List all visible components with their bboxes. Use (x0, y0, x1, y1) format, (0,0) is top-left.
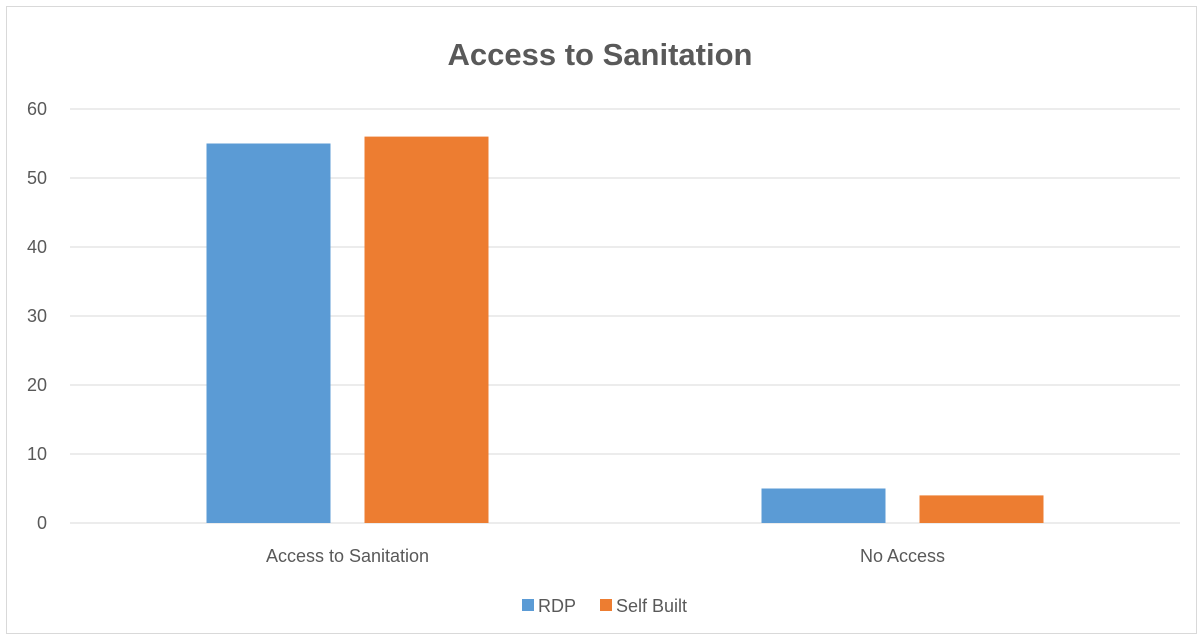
y-axis-ticks: 0 10 20 30 40 50 60 (27, 99, 47, 533)
bar-self-built-1 (919, 495, 1044, 523)
bar-self-built-0 (364, 136, 489, 523)
legend-label-rdp: RDP (538, 596, 576, 616)
y-tick-label: 40 (27, 237, 47, 257)
y-tick-label: 30 (27, 306, 47, 326)
y-tick-label: 20 (27, 375, 47, 395)
y-tick-label: 60 (27, 99, 47, 119)
bars (206, 136, 1044, 523)
legend-swatch-self-built (600, 599, 612, 611)
y-tick-label: 50 (27, 168, 47, 188)
y-tick-label: 10 (27, 444, 47, 464)
bar-rdp-0 (206, 143, 331, 523)
legend: RDP Self Built (522, 596, 687, 616)
chart-title: Access to Sanitation (448, 37, 753, 72)
legend-label-self-built: Self Built (616, 596, 687, 616)
x-category-label: No Access (860, 546, 945, 566)
x-axis-categories: Access to Sanitation No Access (266, 546, 945, 566)
bar-rdp-1 (761, 488, 886, 523)
y-tick-label: 0 (37, 513, 47, 533)
x-category-label: Access to Sanitation (266, 546, 429, 566)
legend-swatch-rdp (522, 599, 534, 611)
chart-frame (6, 6, 1197, 634)
